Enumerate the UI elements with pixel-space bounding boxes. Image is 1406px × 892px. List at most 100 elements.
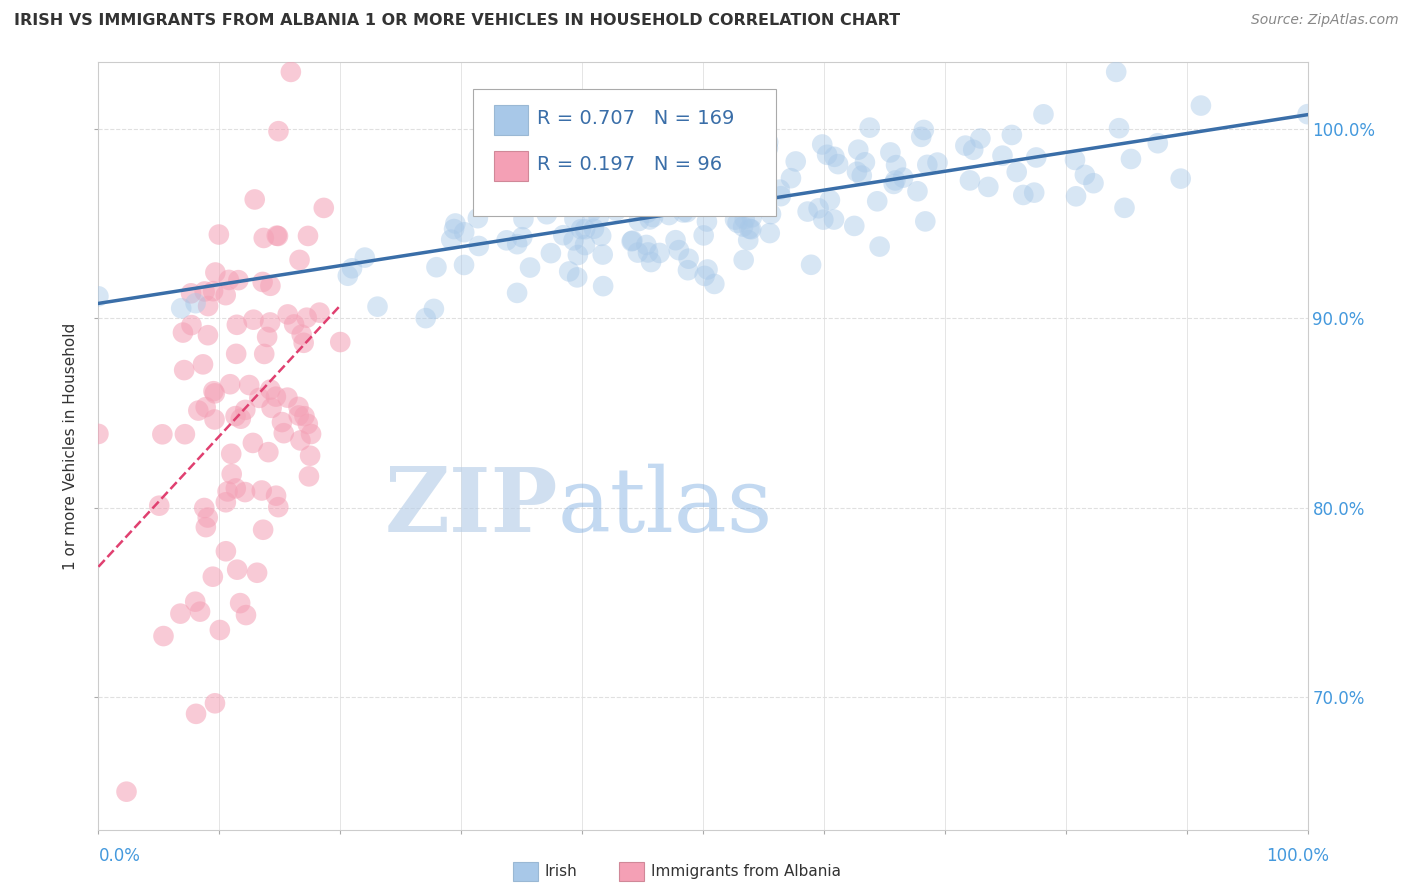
Point (1005, 165, 1028, 179)
Point (769, 183, 792, 197)
Point (201, 570, 224, 584)
Point (299, 449, 322, 463)
Point (519, 260, 541, 275)
Point (191, 357, 214, 371)
Point (696, 262, 718, 277)
Point (991, 148, 1014, 162)
Point (187, 403, 209, 417)
Point (184, 296, 207, 310)
Point (453, 258, 475, 272)
Point (658, 208, 681, 222)
Point (574, 238, 596, 252)
Point (907, 184, 929, 198)
Point (440, 233, 463, 247)
Point (87, 426, 110, 441)
Point (250, 483, 273, 498)
Point (800, 258, 823, 272)
Point (1025, 151, 1047, 165)
Bar (494, 151, 527, 181)
Point (235, 608, 257, 623)
Point (813, 212, 835, 227)
Point (883, 177, 905, 191)
Point (714, 155, 737, 169)
Point (219, 377, 242, 392)
Point (520, 178, 543, 192)
Point (266, 228, 288, 243)
Point (710, 169, 733, 183)
Point (290, 434, 312, 448)
Point (172, 326, 194, 340)
Point (486, 182, 509, 196)
Point (738, 168, 761, 182)
Point (823, 212, 845, 227)
Point (1064, 189, 1087, 203)
Point (267, 229, 290, 244)
Point (252, 275, 274, 289)
Point (204, 265, 226, 279)
Point (643, 210, 665, 224)
Point (152, 629, 174, 643)
Point (336, 268, 359, 283)
Point (1108, 121, 1130, 136)
Point (267, 500, 290, 515)
Point (567, 248, 589, 262)
Point (959, 173, 981, 187)
Point (605, 185, 627, 199)
Point (756, 141, 779, 155)
Point (225, 409, 247, 423)
Point (724, 200, 747, 214)
Point (851, 169, 873, 183)
Point (247, 391, 270, 405)
Point (208, 623, 231, 637)
Point (627, 245, 650, 260)
Point (259, 278, 281, 293)
Point (738, 221, 761, 235)
Point (468, 239, 491, 253)
Point (731, 158, 754, 172)
Point (242, 312, 264, 326)
Point (727, 216, 749, 230)
Point (215, 495, 238, 509)
Bar (494, 104, 527, 136)
Point (1296, 107, 1319, 121)
Point (654, 145, 676, 159)
Point (569, 222, 592, 236)
Point (1032, 107, 1054, 121)
Text: ZIP: ZIP (384, 464, 558, 551)
Point (710, 186, 733, 201)
Point (312, 201, 335, 215)
Point (1189, 98, 1212, 112)
Point (581, 204, 603, 219)
Point (769, 189, 792, 203)
Text: atlas: atlas (558, 464, 773, 551)
Point (221, 467, 243, 481)
Text: R = 0.707   N = 169: R = 0.707 N = 169 (537, 109, 735, 128)
Point (467, 211, 489, 226)
Point (962, 143, 984, 157)
Point (540, 246, 562, 260)
Point (711, 190, 734, 204)
Point (260, 401, 283, 415)
Point (811, 137, 834, 152)
Point (226, 563, 249, 577)
Point (567, 270, 589, 285)
Point (610, 155, 633, 169)
Point (115, 785, 138, 799)
Point (884, 158, 907, 172)
Point (495, 233, 517, 247)
Point (844, 219, 866, 233)
Point (173, 363, 195, 377)
Point (927, 155, 949, 169)
Point (443, 222, 465, 236)
Point (627, 201, 650, 215)
Point (298, 469, 321, 483)
Point (676, 205, 699, 219)
Point (692, 228, 714, 243)
Point (174, 427, 197, 442)
Point (453, 225, 475, 239)
Point (664, 233, 686, 247)
Point (229, 596, 252, 610)
Point (184, 595, 207, 609)
Point (693, 268, 716, 283)
Point (259, 383, 281, 397)
